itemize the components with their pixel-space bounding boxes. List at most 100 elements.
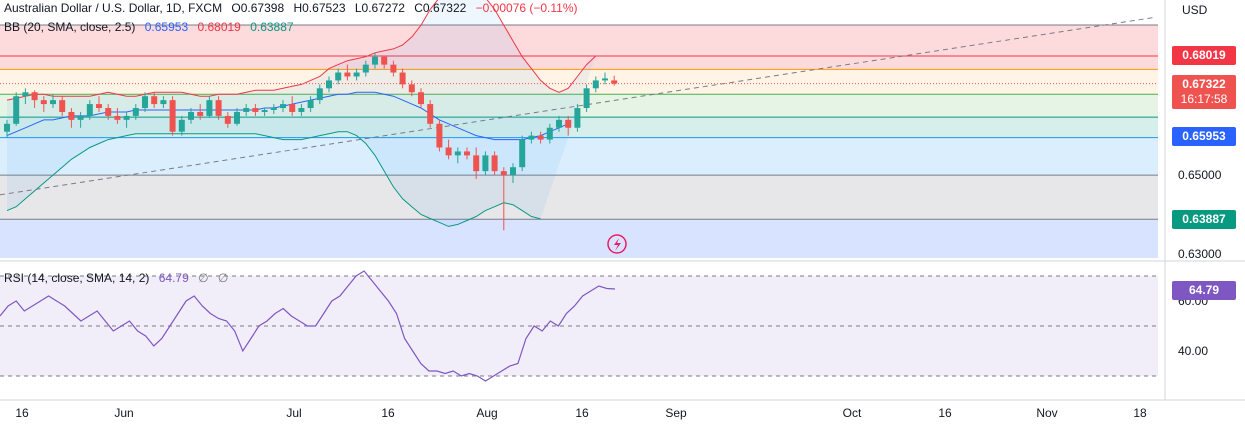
bb-basis-line[interactable] [6,91,569,141]
zone-band [0,137,1158,176]
time-tick-label: 16 [15,406,29,420]
price-tick-label: 0.63000 [1178,247,1222,261]
bb-lower-line[interactable] [6,131,541,227]
rsi-line[interactable] [0,270,616,382]
candle-body[interactable] [224,115,231,124]
candle-body[interactable] [59,100,66,112]
candle-body[interactable] [234,111,240,124]
candle-body[interactable] [556,119,562,128]
bar-countdown-badge: 16:17:58 [1172,90,1236,109]
lightning-bolt-icon [614,238,621,251]
candle-body[interactable] [565,119,572,128]
candle-body[interactable] [408,84,415,93]
candle-body[interactable] [215,100,222,116]
candle-body[interactable] [381,56,388,65]
candle-body[interactable] [270,108,277,111]
candle-body[interactable] [427,104,434,124]
time-tick-label: Jun [114,406,133,420]
symbol-title: Australian Dollar / U.S. Dollar, 1D, FXC… [4,1,223,15]
currency-label[interactable]: USD [1182,3,1208,17]
candle-body[interactable] [31,92,38,101]
candle-body[interactable] [77,115,84,120]
candle-body[interactable] [546,127,553,140]
rsi-extra-2: ∅ [217,271,229,285]
candle-body[interactable] [372,56,378,65]
candle-body[interactable] [40,100,47,105]
candle-body[interactable] [473,155,480,172]
candle-body[interactable] [280,104,286,109]
candle-body[interactable] [105,108,112,116]
candle-body[interactable] [298,108,305,112]
candle-body[interactable] [22,92,29,97]
candle-body[interactable] [602,78,608,81]
candle-body[interactable] [142,96,148,109]
candle-body[interactable] [206,100,213,116]
candle-body[interactable] [326,80,332,89]
ohlc-low: L0.67272 [354,1,405,15]
candle-body[interactable] [592,80,599,89]
rsi-legend-value: 64.79 [158,271,189,285]
candle-body[interactable] [353,72,360,77]
candle-body[interactable] [86,104,93,116]
candle-body[interactable] [399,72,406,85]
candle-body[interactable] [482,155,489,172]
symbol-header: Australian Dollar / U.S. Dollar, 1D, FXC… [4,1,584,15]
candle-body[interactable] [418,92,424,105]
ohlc-high: H0.67523 [293,1,346,15]
candle-body[interactable] [510,167,516,176]
candle-body[interactable] [611,80,618,84]
candle-body[interactable] [528,135,535,140]
candle-body[interactable] [445,147,452,156]
bb-lower-value: 0.63887 [250,20,294,34]
lightning-event-icon[interactable] [607,234,627,254]
zone-band [0,56,1158,70]
rsi-legend[interactable]: RSI (14, close, SMA, 14, 2) 64.79 ∅ ∅ [4,271,234,285]
candle-body[interactable] [583,88,590,109]
lower-band-badge: 0.63887 [1172,210,1236,229]
candle-body[interactable] [537,135,544,140]
candle-body[interactable] [491,155,498,172]
candle-body[interactable] [160,100,167,105]
candle-body[interactable] [50,100,56,105]
bb-upper-line[interactable] [6,0,597,101]
candle-body[interactable] [574,108,581,128]
candle-body[interactable] [335,72,342,81]
time-tick-label: Nov [1036,406,1057,420]
candle-body[interactable] [188,111,194,120]
ohlc-change: −0.00076 (−0.11%) [475,1,578,15]
candle-body[interactable] [289,104,296,112]
candle-body[interactable] [519,139,526,168]
candle-body[interactable] [390,64,397,73]
candle-body[interactable] [114,115,121,120]
candle-body[interactable] [261,110,268,112]
candle-body[interactable] [132,108,139,116]
candle-body[interactable] [243,108,250,112]
candle-body[interactable] [362,64,369,73]
candle-body[interactable] [436,123,443,148]
candle-body[interactable] [500,171,507,176]
candle-body[interactable] [464,151,470,156]
candle-body[interactable] [96,104,102,109]
candle-body[interactable] [307,100,314,109]
trendline[interactable] [0,16,1156,196]
last-price-badge: 0.67322 [1172,75,1236,94]
candle-body[interactable] [169,100,176,132]
candle-body[interactable] [151,96,158,105]
zone-top [0,25,1158,56]
candle-body[interactable] [13,96,20,124]
ohlc-open: O0.67398 [231,1,285,15]
bb-legend[interactable]: BB (20, SMA, close, 2.5) 0.65953 0.68019… [4,20,300,34]
candle-body[interactable] [178,119,185,132]
candle-body[interactable] [197,111,204,116]
candle-body[interactable] [68,111,75,120]
candle-body[interactable] [4,123,10,132]
candle-body[interactable] [252,108,259,112]
time-tick-label: Jul [286,406,301,420]
candle-body[interactable] [123,115,130,120]
candle-body[interactable] [454,151,461,156]
candle-body[interactable] [344,72,351,77]
candle-body[interactable] [316,88,323,101]
rsi-tick-label: 40.00 [1178,344,1208,358]
